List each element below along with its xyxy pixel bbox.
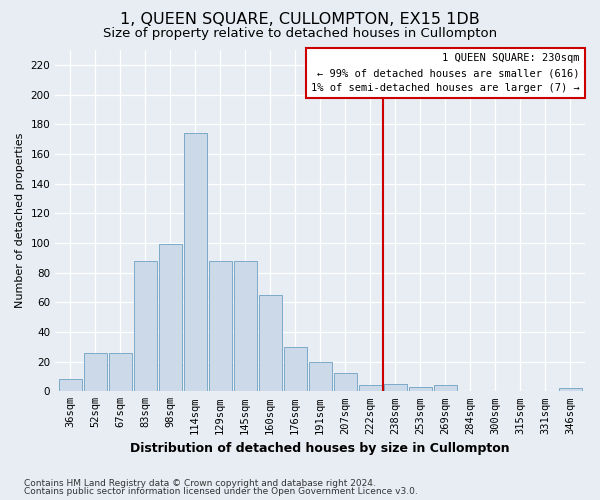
Text: Contains HM Land Registry data © Crown copyright and database right 2024.: Contains HM Land Registry data © Crown c… [24,478,376,488]
Bar [359,386,382,392]
Bar [409,387,431,392]
Bar [233,260,257,392]
Bar [259,295,281,392]
Bar [559,388,581,392]
Bar [83,352,107,392]
Bar [158,244,182,392]
Bar [184,133,206,392]
Bar [308,362,332,392]
Bar [383,384,407,392]
Y-axis label: Number of detached properties: Number of detached properties [15,133,25,308]
Text: 1 QUEEN SQUARE: 230sqm
← 99% of detached houses are smaller (616)
1% of semi-det: 1 QUEEN SQUARE: 230sqm ← 99% of detached… [311,54,580,93]
Text: Size of property relative to detached houses in Cullompton: Size of property relative to detached ho… [103,28,497,40]
Bar [109,352,131,392]
Bar [434,386,457,392]
Text: Contains public sector information licensed under the Open Government Licence v3: Contains public sector information licen… [24,488,418,496]
Bar [209,260,232,392]
Bar [134,260,157,392]
Bar [59,380,82,392]
Bar [334,374,356,392]
Bar [284,347,307,392]
Text: 1, QUEEN SQUARE, CULLOMPTON, EX15 1DB: 1, QUEEN SQUARE, CULLOMPTON, EX15 1DB [120,12,480,28]
X-axis label: Distribution of detached houses by size in Cullompton: Distribution of detached houses by size … [130,442,510,455]
